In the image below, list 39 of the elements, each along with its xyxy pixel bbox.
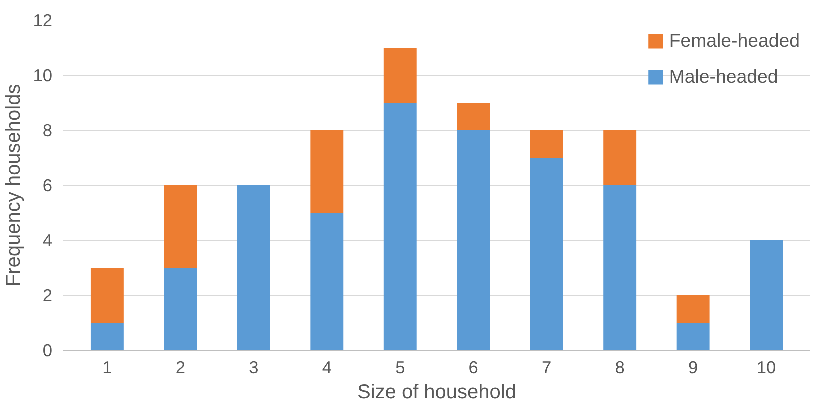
bar: [676, 323, 710, 350]
y-tick-label: 4: [42, 230, 53, 250]
bar: [384, 103, 417, 350]
legend-label: Male-headed: [669, 66, 778, 88]
x-tick-label: 9: [688, 358, 698, 378]
bar: [237, 186, 270, 350]
x-tick-label: 8: [615, 358, 625, 378]
bar: [164, 186, 198, 268]
legend-label: Female-headed: [669, 30, 800, 52]
bar: [530, 158, 564, 350]
bar: [164, 268, 198, 350]
x-tick-label: 2: [176, 358, 186, 378]
x-tick-label: 10: [756, 358, 776, 378]
bar: [530, 130, 564, 158]
y-tick-label: 12: [33, 10, 53, 30]
bar: [457, 130, 490, 350]
y-axis-title: Frequency households: [3, 84, 26, 287]
bar: [90, 268, 124, 323]
bar: [384, 48, 417, 103]
x-tick-label: 6: [468, 358, 478, 378]
bar: [750, 240, 784, 350]
bar: [310, 130, 344, 213]
bar: [604, 186, 637, 350]
x-tick-label: 7: [542, 358, 552, 378]
y-tick-label: 8: [42, 120, 53, 140]
y-tick-label: 6: [42, 176, 53, 196]
x-tick-label: 3: [249, 358, 259, 378]
y-tick-label: 2: [42, 286, 53, 306]
bar: [676, 296, 710, 323]
bar: [457, 103, 490, 130]
bar: [90, 323, 124, 350]
bar: [604, 130, 637, 186]
bar: [310, 213, 344, 350]
x-axis-title: Size of household: [358, 382, 517, 404]
x-tick-label: 5: [396, 358, 406, 378]
x-tick-label: 4: [322, 358, 332, 378]
x-tick-label: 1: [102, 358, 112, 378]
y-tick-label: 10: [33, 66, 53, 86]
y-tick-label: 0: [42, 340, 53, 360]
